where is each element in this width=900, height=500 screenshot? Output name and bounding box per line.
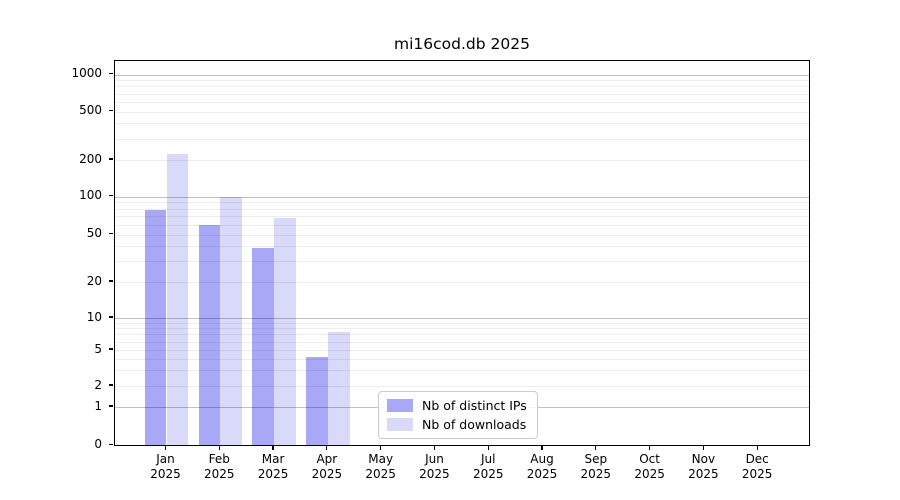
chart-title: mi16cod.db 2025 [394,35,530,53]
x-tick-mark [595,446,597,450]
x-tick-label: Jul 2025 [472,452,504,481]
legend-item-downloads: Nb of downloads [387,417,527,432]
bar-distinct-ips [306,356,328,445]
legend-swatch-downloads [387,418,413,431]
y-tick-label: 2 [94,377,102,392]
y-tick-label: 500 [79,103,102,117]
legend-item-distinct-ips: Nb of distinct IPs [387,398,527,413]
x-tick-mark [218,446,220,450]
grid-line-minor [115,86,809,88]
grid-line-minor [115,202,809,204]
bar-downloads [166,154,189,445]
grid-line-minor [115,123,809,125]
x-tick-mark [164,446,167,450]
legend-swatch-distinct-ips [387,399,413,412]
x-tick-mark [702,446,704,450]
y-tick-label: 0 [94,437,102,451]
y-tick-mark [109,348,113,350]
y-tick-mark [109,194,113,197]
y-tick-mark [109,109,113,112]
x-tick-mark [756,446,758,450]
x-tick-label: Feb 2025 [204,452,235,481]
y-tick-mark [109,316,113,318]
x-tick-label: May 2025 [365,452,396,481]
x-tick-mark [433,446,436,450]
y-tick-mark [109,384,113,386]
y-tick-label: 100 [79,188,102,202]
grid-line-minor [115,93,809,95]
x-tick-label: Nov 2025 [688,452,719,481]
x-tick-label: Aug 2025 [526,452,558,481]
y-tick-label: 10 [86,309,102,324]
bar-downloads [220,197,242,445]
y-tick-label: 5 [94,341,102,356]
x-tick-label: Jun 2025 [419,452,450,481]
grid-line-minor [115,208,809,210]
legend-label-distinct-ips: Nb of distinct IPs [422,398,527,413]
y-tick-mark [109,72,113,75]
y-tick-label: 1 [94,398,102,413]
grid-line-major [115,74,809,76]
y-tick-mark [109,443,113,446]
x-tick-mark [326,446,328,450]
grid-line-minor [115,138,809,140]
y-tick-label: 200 [79,151,102,166]
bar-distinct-ips [144,210,167,445]
grid-line-major [115,196,809,198]
legend-label-downloads: Nb of downloads [422,417,527,432]
grid-line-minor [115,160,809,161]
y-tick-label: 1000 [71,66,102,80]
x-tick-label: Apr 2025 [311,452,343,481]
x-tick-label: Sep 2025 [580,452,612,481]
plot-area [114,60,810,446]
x-tick-mark [380,446,382,450]
x-tick-label: Jan 2025 [150,452,181,481]
grid-line-minor [115,80,809,82]
legend: Nb of distinct IPs Nb of downloads [378,391,538,439]
x-tick-mark [649,446,651,450]
y-tick-mark [109,232,113,235]
bar-distinct-ips [252,248,275,445]
y-tick-label: 20 [86,273,102,288]
x-tick-label: Oct 2025 [634,452,665,481]
grid-line-minor [115,101,809,103]
y-tick-mark [109,280,113,282]
x-tick-mark [541,446,543,450]
grid-line-minor [115,216,809,218]
x-tick-mark [272,446,274,450]
y-tick-mark [109,158,113,160]
x-tick-label: Mar 2025 [257,452,289,481]
bar-downloads [327,332,350,445]
x-tick-mark [487,446,489,450]
bar-distinct-ips [198,225,221,445]
y-tick-mark [109,405,113,407]
y-tick-label: 50 [86,226,102,240]
bar-downloads [274,218,296,445]
x-tick-label: Dec 2025 [741,452,773,481]
grid-line-minor [115,111,809,113]
